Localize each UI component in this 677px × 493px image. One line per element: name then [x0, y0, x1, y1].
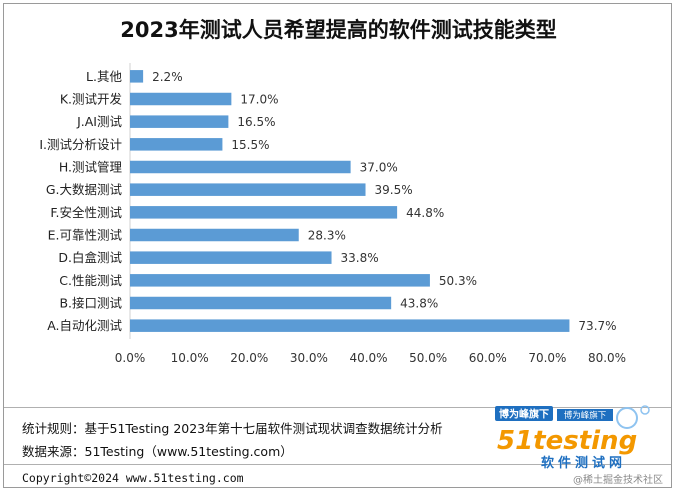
- category-label: I.测试分析设计: [39, 137, 122, 152]
- x-tick-label: 20.0%: [230, 351, 268, 365]
- category-label: A.自动化测试: [47, 318, 122, 333]
- value-label: 50.3%: [439, 274, 477, 288]
- x-tick-label: 30.0%: [290, 351, 328, 365]
- bar: [130, 92, 232, 106]
- value-label: 16.5%: [237, 115, 275, 129]
- bar: [130, 296, 392, 310]
- bar-chart: A.自动化测试 73.7% B.接口测试 43.8% C.性能测试 50.3% D.白盒测试…: [39, 63, 626, 365]
- copyright-text: Copyright©2024 www.51testing.com: [22, 471, 244, 485]
- logo-badge-left: [495, 406, 553, 421]
- category-label: H.测试管理: [59, 160, 123, 175]
- stats-rule-note: 统计规则：基于51Testing 2023年第十七届软件测试现状调查数据统计分析: [22, 421, 443, 436]
- category-label: C.性能测试: [59, 273, 122, 288]
- x-tick-label: 0.0%: [115, 351, 146, 365]
- footer-divider-top: [4, 407, 671, 408]
- x-tick-label: 50.0%: [409, 351, 447, 365]
- x-tick-label: 60.0%: [469, 351, 507, 365]
- bar: [130, 274, 430, 287]
- logo-badge-left-text: 博为峰旗下: [499, 408, 549, 421]
- logo-badge-right: [557, 409, 613, 421]
- logo-bubble-icon: [616, 407, 638, 429]
- value-label: 73.7%: [578, 319, 616, 333]
- value-label: 33.8%: [341, 251, 379, 265]
- category-label: G.大数据测试: [46, 182, 123, 197]
- data-source-note: 数据来源：51Testing（www.51testing.com）: [22, 444, 293, 459]
- bar: [130, 251, 332, 264]
- value-label: 39.5%: [375, 183, 413, 197]
- 51testing-logo: 博为峰旗下 博为峰旗下 51testing 软件测试网 @稀土掘金技术社区: [495, 405, 663, 486]
- logo-badge-right-text: 博为峰旗下: [564, 410, 607, 421]
- category-label: F.安全性测试: [50, 205, 122, 220]
- bar: [130, 115, 229, 128]
- x-tick-label: 40.0%: [349, 351, 387, 365]
- chart-title: 2023年测试人员希望提高的软件测试技能类型: [120, 18, 557, 42]
- x-tick-label: 10.0%: [171, 351, 209, 365]
- bar: [130, 228, 299, 242]
- value-label: 15.5%: [231, 138, 269, 152]
- watermark-text: @稀土掘金技术社区: [573, 473, 663, 486]
- logo-subtitle-text: 软件测试网: [541, 455, 626, 471]
- category-label: J.AI测试: [76, 114, 122, 129]
- value-label: 17.0%: [240, 93, 278, 107]
- value-label: 44.8%: [406, 206, 444, 220]
- value-label: 37.0%: [360, 161, 398, 175]
- footer-divider-bottom: [4, 464, 671, 465]
- x-tick-label: 80.0%: [588, 351, 626, 365]
- bar: [130, 319, 570, 332]
- value-label: 43.8%: [400, 297, 438, 311]
- logo-bubble-small-icon: [640, 405, 650, 415]
- category-label: K.测试开发: [60, 92, 123, 107]
- x-tick-label: 70.0%: [528, 351, 566, 365]
- category-label: D.白盒测试: [58, 250, 122, 265]
- bar: [130, 160, 351, 174]
- bar: [130, 138, 223, 151]
- bar: [130, 206, 398, 219]
- bar: [130, 183, 366, 196]
- category-label: L.其他: [86, 69, 122, 84]
- value-label: 2.2%: [152, 70, 183, 84]
- bar: [130, 70, 144, 83]
- category-label: E.可靠性测试: [48, 228, 123, 243]
- category-label: B.接口测试: [59, 296, 122, 311]
- logo-brand-text: 51testing: [497, 426, 637, 456]
- value-label: 28.3%: [308, 229, 346, 243]
